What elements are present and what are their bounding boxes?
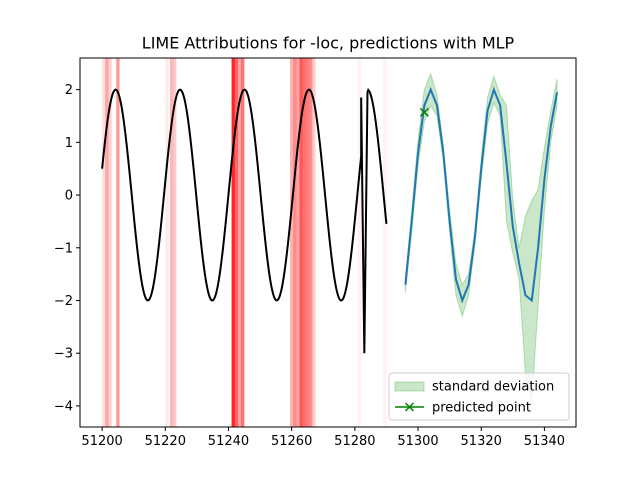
attribution-bar — [234, 58, 239, 427]
attribution-bar — [231, 58, 235, 427]
attribution-bar — [169, 58, 174, 427]
attribution-bar — [299, 58, 303, 427]
y-tick-label: −2 — [54, 294, 73, 309]
attribution-bar — [308, 58, 313, 427]
attribution-bar — [173, 58, 177, 427]
attribution-bar — [312, 58, 316, 427]
attribution-bar — [241, 58, 245, 427]
y-tick-label: 2 — [65, 83, 73, 98]
y-tick-label: −1 — [54, 241, 73, 256]
y-tick-label: 1 — [65, 136, 73, 151]
attribution-bar — [116, 58, 120, 427]
x-tick-label: 51340 — [524, 434, 565, 449]
legend-label: predicted point — [432, 401, 531, 416]
legend-label: standard deviation — [432, 380, 554, 395]
attribution-bar — [357, 58, 362, 427]
attribution-bar — [296, 58, 300, 427]
attribution-bar — [102, 58, 106, 427]
chart-title: LIME Attributions for -loc, predictions … — [142, 34, 515, 53]
attribution-bar — [290, 58, 294, 427]
axes: 51200 51220 51240 51260 51280 51300 51320 51340… — [54, 57, 577, 449]
plot-frame — [79, 57, 577, 428]
y-tick-label: 0 — [65, 189, 73, 204]
x-tick-label: 51220 — [145, 434, 186, 449]
attribution-bar — [108, 58, 112, 427]
x-tick-label: 51240 — [208, 434, 249, 449]
x-tick-label: 51300 — [397, 434, 438, 449]
prediction-line — [404, 86, 559, 304]
y-tick-label: −3 — [54, 347, 73, 362]
x-tick-label: 51320 — [461, 434, 502, 449]
attribution-bar — [305, 58, 310, 427]
std-band — [404, 72, 558, 401]
x-tick-label: 51260 — [271, 434, 312, 449]
input-series-line — [101, 87, 388, 354]
legend-swatch-marker-b — [404, 402, 415, 412]
attribution-bar — [105, 58, 109, 427]
attribution-bar — [293, 58, 297, 427]
series-layer — [101, 86, 559, 354]
predicted-point-marker — [419, 107, 429, 117]
attribution-bar — [383, 58, 387, 427]
attribution-bars — [102, 58, 387, 427]
attribution-bar — [237, 58, 242, 427]
std-band-layer — [404, 72, 558, 401]
attribution-bar — [302, 58, 306, 427]
legend-swatch-band — [394, 381, 425, 392]
legend-box — [388, 372, 570, 421]
x-tick-label: 51200 — [81, 434, 122, 449]
x-tick-label: 51280 — [334, 434, 375, 449]
attribution-bar — [165, 58, 169, 427]
legend: standard deviation predicted point — [388, 372, 570, 421]
y-tick-label: −4 — [54, 399, 73, 414]
